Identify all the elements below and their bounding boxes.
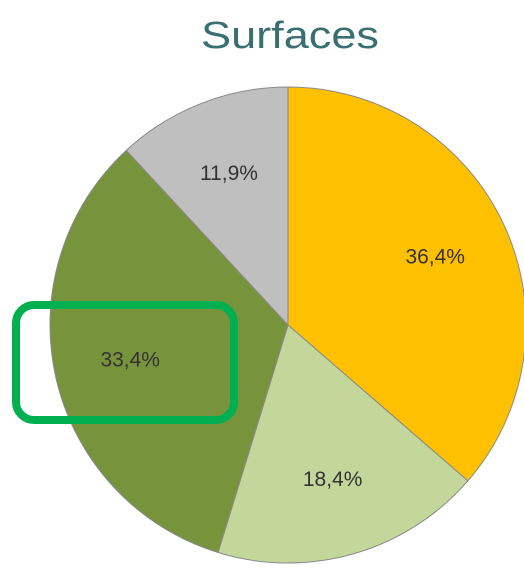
data-label: 11,9% [200,162,258,185]
pie-slice [125,86,289,327]
data-label: 33,4% [100,349,160,372]
pie-slice [287,86,524,482]
pie [49,86,524,564]
data-label: 18,4% [303,468,363,491]
pie-slice [49,149,289,554]
highlight-box [12,301,238,424]
data-label: 36,4% [405,245,465,268]
labels: 36,4% 18,4% 33,4% 11,9% [100,162,465,491]
chart-title: Surfaces [201,15,379,57]
pie-slice [217,324,469,564]
